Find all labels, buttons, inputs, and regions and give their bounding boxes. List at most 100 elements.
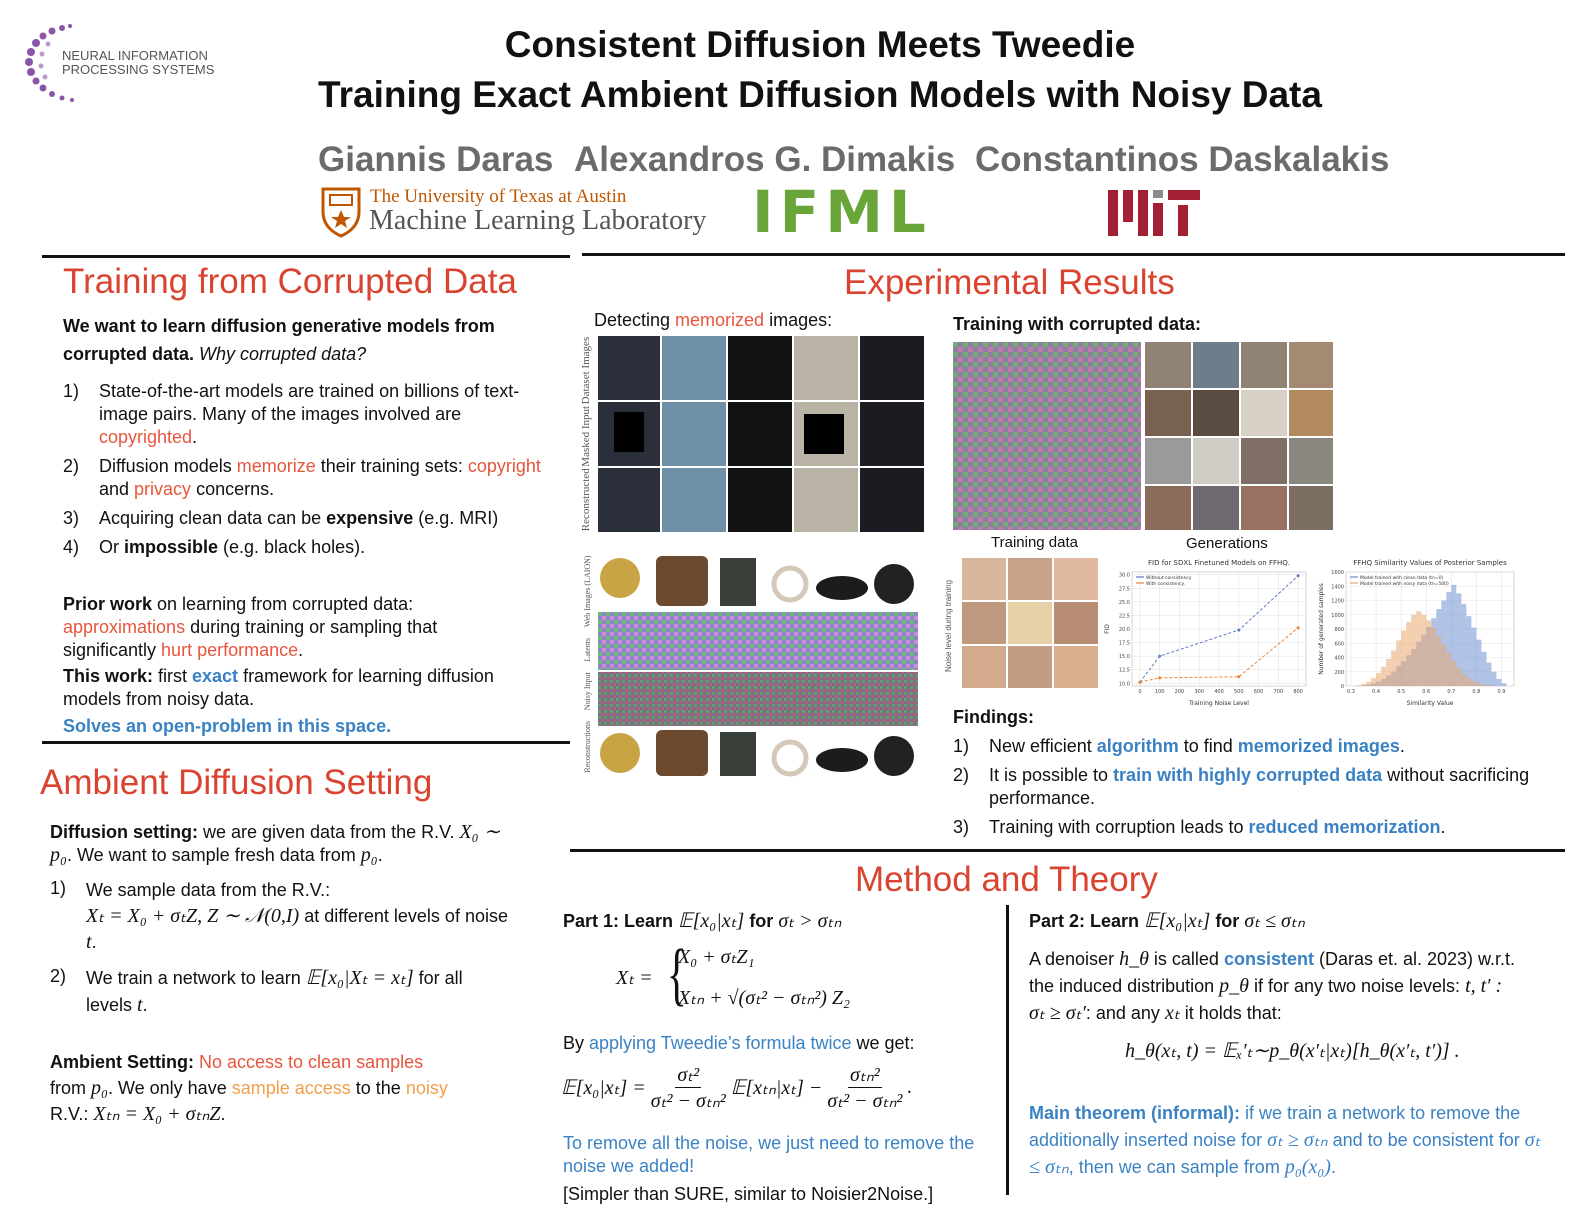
row-label: Reconstructed bbox=[580, 468, 592, 532]
text: To remove all the noise, we just need to… bbox=[563, 1133, 975, 1176]
x-tick-label: 0.5 bbox=[1397, 689, 1405, 695]
text: train with highly corrupted data bbox=[1113, 765, 1383, 785]
num: 2) bbox=[50, 966, 67, 986]
x-tick-label: 0.4 bbox=[1372, 689, 1380, 695]
text: to the bbox=[350, 1078, 406, 1098]
list: 1) New efficient algorithm to find memori… bbox=[953, 735, 1533, 845]
section-heading: Training from Corrupted Data bbox=[63, 262, 517, 301]
y-tick-label: 30.0 bbox=[1119, 573, 1130, 579]
paragraph: By applying Tweedie’s formula twice we g… bbox=[563, 1032, 915, 1055]
text: algorithm bbox=[1096, 736, 1179, 756]
text: approximations bbox=[63, 617, 186, 637]
text: (e.g. black holes). bbox=[218, 537, 366, 557]
divider bbox=[570, 849, 1565, 852]
histogram-bar bbox=[1481, 684, 1487, 686]
math: t, t′ : σₜ ≥ σₜ′ bbox=[1029, 975, 1503, 1024]
histogram-bar bbox=[1366, 681, 1372, 686]
num: 1) bbox=[63, 381, 80, 401]
math: Xₜ = X₀ + σₜZ, Z ∼ 𝒩(0,I) bbox=[86, 905, 300, 927]
text: applying Tweedie’s formula twice bbox=[589, 1033, 852, 1053]
histogram-bar bbox=[1451, 584, 1457, 686]
row-label: Noisy Input bbox=[583, 672, 592, 711]
text: for all levels bbox=[86, 968, 463, 1015]
text: : and any bbox=[1085, 1003, 1165, 1023]
row-label: Reconstructions bbox=[583, 721, 592, 773]
math: p₀ bbox=[91, 1077, 108, 1099]
text: Acquiring clean data can be bbox=[99, 508, 327, 528]
text: . We want to sample fresh data from bbox=[66, 845, 361, 865]
x-tick-label: 400 bbox=[1214, 689, 1224, 695]
ut-shield bbox=[321, 187, 361, 238]
divider bbox=[42, 255, 570, 258]
math: p_θ bbox=[1219, 975, 1249, 997]
text: expensive bbox=[326, 508, 414, 528]
text: is called bbox=[1148, 949, 1224, 969]
text: images: bbox=[764, 310, 833, 330]
text: (e.g. MRI) bbox=[413, 508, 499, 528]
text: privacy bbox=[134, 479, 192, 499]
text: . bbox=[377, 845, 383, 865]
row-label: Masked Input bbox=[580, 405, 592, 467]
y-tick-label: 17.5 bbox=[1119, 641, 1130, 647]
list-item: 1) State-of-the-art models are trained on… bbox=[63, 380, 553, 449]
histogram-bar bbox=[1471, 627, 1477, 686]
list-item: 1) We sample data from the R.V.: Xₜ = X₀ +… bbox=[50, 877, 510, 955]
math: t bbox=[137, 994, 143, 1016]
point bbox=[1138, 680, 1142, 684]
title: Consistent Diffusion Meets Tweedie bbox=[504, 24, 1136, 65]
math: X₀ + σₜZ₁ bbox=[678, 946, 755, 968]
text: consistent bbox=[1223, 949, 1314, 969]
legend-label: With consistency. bbox=[1146, 581, 1185, 587]
author: Giannis Daras bbox=[318, 140, 554, 179]
histogram-bar bbox=[1421, 614, 1427, 686]
x-tick-label: 200 bbox=[1175, 689, 1185, 695]
section-heading: Experimental Results bbox=[844, 263, 1175, 302]
list-item: 2) It is possible to train with highly co… bbox=[953, 764, 1533, 810]
histogram-bar bbox=[1396, 640, 1402, 686]
histogram-bar bbox=[1361, 683, 1367, 686]
text: during training or sampling that signifi… bbox=[63, 617, 438, 660]
y-tick-label: 12.5 bbox=[1119, 668, 1130, 674]
histogram-bar bbox=[1371, 678, 1377, 686]
y-tick-label: 22.5 bbox=[1119, 613, 1130, 619]
affiliation: Machine Learning Laboratory bbox=[369, 205, 707, 236]
x-tick-label: 500 bbox=[1234, 689, 1244, 695]
text: impossible bbox=[124, 537, 219, 557]
text: (Daras et. al. 2023) w.r.t. the induced … bbox=[1029, 949, 1516, 996]
text: at different levels of noise bbox=[299, 906, 508, 926]
text: We sample data from the R.V.: bbox=[86, 880, 331, 900]
histogram-bar bbox=[1386, 658, 1392, 686]
histogram-bar bbox=[1441, 600, 1447, 686]
histogram-bar bbox=[1501, 683, 1507, 686]
text: hurt performance bbox=[161, 640, 299, 660]
y-axis-label: Number of generated samples bbox=[1318, 583, 1325, 675]
text: . bbox=[220, 1104, 226, 1124]
neurips-logo-text: NEURAL INFORMATION PROCESSING SYSTEMS bbox=[62, 49, 214, 77]
math: 𝔼[x₀|xₜ] bbox=[1144, 910, 1211, 932]
text: we get: bbox=[851, 1033, 915, 1053]
neurips-logo-mark bbox=[25, 24, 74, 102]
paragraph: Main theorem (informal): if we train a n… bbox=[1029, 1100, 1549, 1181]
histogram-bar bbox=[1431, 627, 1437, 686]
num: 3) bbox=[63, 508, 80, 528]
histogram-bar bbox=[1406, 621, 1412, 686]
histogram-bar bbox=[1446, 653, 1452, 686]
point bbox=[1158, 676, 1162, 680]
memorized-images bbox=[598, 336, 924, 532]
math: 𝔼[x₀|xₜ] bbox=[678, 910, 745, 932]
legend-label: Without consistency bbox=[1146, 575, 1192, 581]
point bbox=[1237, 675, 1241, 679]
math: h_θ bbox=[1119, 948, 1149, 970]
math: Xₜ = bbox=[616, 967, 653, 989]
math: Xₜₙ = X₀ + σₜₙZ bbox=[93, 1103, 221, 1125]
x-tick-label: 300 bbox=[1194, 689, 1204, 695]
text: copyrighted bbox=[99, 427, 193, 447]
math: 𝔼[x₀|Xₜ = xₜ] bbox=[305, 967, 414, 989]
rotated-labels: Web Images (LAION) Latents Noisy Input Reco… bbox=[583, 550, 592, 778]
y-tick-label: 10.0 bbox=[1119, 681, 1130, 687]
y-tick-label: 800 bbox=[1334, 627, 1344, 633]
item-text: State-of-the-art models are trained on b… bbox=[99, 380, 553, 449]
equation: 𝔼[x₀|xₜ] = σₜ² σₜ² − σₜₙ² 𝔼[xₜₙ|xₜ] − σₜₙ… bbox=[561, 1062, 912, 1113]
face-images bbox=[962, 558, 1098, 688]
text: We want to learn diffusion generative mo… bbox=[63, 316, 495, 364]
